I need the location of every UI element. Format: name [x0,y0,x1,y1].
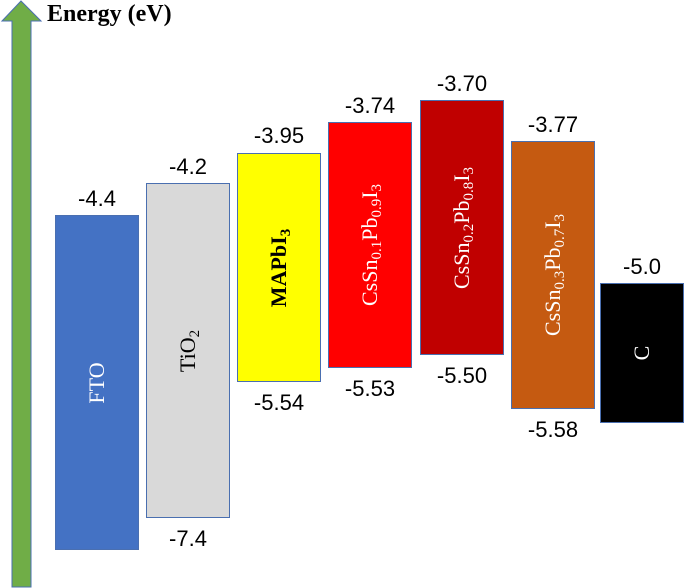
band-label-mapbi3: MAPbI3 [266,228,294,307]
bottom-energy-value-mapbi3: -5.54 [253,390,305,415]
energy-axis-arrow-icon [0,0,43,588]
band-cssn03: CsSn0.3Pb0.7I3 [511,141,595,409]
band-label-tio2: TiO2 [175,329,203,372]
band-carbon: C [600,283,684,423]
top-energy-value-cssn03: -3.77 [527,112,579,137]
bottom-energy-value-cssn01: -5.53 [344,376,396,401]
bottom-energy-value-tio2: -7.4 [169,526,207,551]
band-tio2: TiO2 [146,183,230,518]
band-label-carbon: C [629,345,654,361]
band-label-cssn01: CsSn0.1Pb0.9I3 [357,183,385,307]
band-fto: FTO [55,215,139,550]
band-cssn02: CsSn0.2Pb0.8I3 [420,100,504,355]
top-energy-value-carbon: -5.0 [623,254,661,279]
top-energy-value-cssn02: -3.70 [436,71,488,96]
band-label-fto: FTO [84,361,109,404]
bottom-energy-value-cssn02: -5.50 [436,363,488,388]
top-energy-value-tio2: -4.2 [169,154,207,179]
top-energy-value-cssn01: -3.74 [344,93,396,118]
bottom-energy-value-cssn03: -5.58 [527,417,579,442]
band-cssn01: CsSn0.1Pb0.9I3 [328,122,412,368]
axis-title: Energy (eV) [47,1,172,27]
band-mapbi3: MAPbI3 [237,153,321,382]
band-label-cssn03: CsSn0.3Pb0.7I3 [540,213,568,337]
band-label-cssn02: CsSn0.2Pb0.8I3 [449,166,477,289]
top-energy-value-mapbi3: -3.95 [253,123,305,148]
top-energy-value-fto: -4.4 [78,186,116,211]
